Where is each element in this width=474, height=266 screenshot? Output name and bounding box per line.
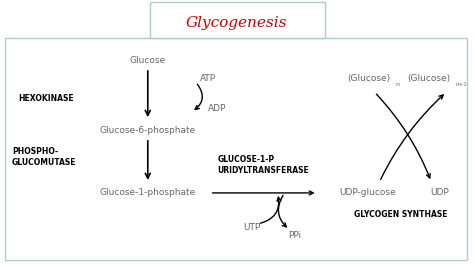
Text: URIDYLTRANSFERASE: URIDYLTRANSFERASE (218, 167, 310, 176)
Text: ATP: ATP (200, 74, 216, 82)
Text: UDP-glucose: UDP-glucose (339, 188, 396, 197)
Text: Glucose-1-phosphate: Glucose-1-phosphate (100, 188, 196, 197)
Text: UDP: UDP (430, 188, 449, 197)
Text: (Glucose): (Glucose) (347, 74, 391, 82)
Text: Glucose: Glucose (130, 56, 166, 65)
Text: Glucose-6-phosphate: Glucose-6-phosphate (100, 126, 196, 135)
Text: UTP: UTP (243, 223, 260, 232)
Text: GLUCOMUTASE: GLUCOMUTASE (12, 159, 76, 168)
FancyBboxPatch shape (150, 2, 325, 38)
Text: ADP: ADP (208, 103, 226, 113)
Text: n: n (395, 82, 400, 86)
Text: GLYCOGEN SYNTHASE: GLYCOGEN SYNTHASE (355, 210, 448, 219)
FancyBboxPatch shape (5, 38, 467, 260)
Text: Glycogenesis: Glycogenesis (186, 16, 287, 30)
Text: n+1: n+1 (456, 82, 467, 86)
Text: PPi: PPi (288, 231, 301, 240)
Text: PHOSPHO-: PHOSPHO- (12, 147, 58, 156)
Text: (Glucose): (Glucose) (408, 74, 450, 82)
Text: HEXOKINASE: HEXOKINASE (18, 94, 73, 103)
Text: GLUCOSE-1-P: GLUCOSE-1-P (218, 155, 275, 164)
